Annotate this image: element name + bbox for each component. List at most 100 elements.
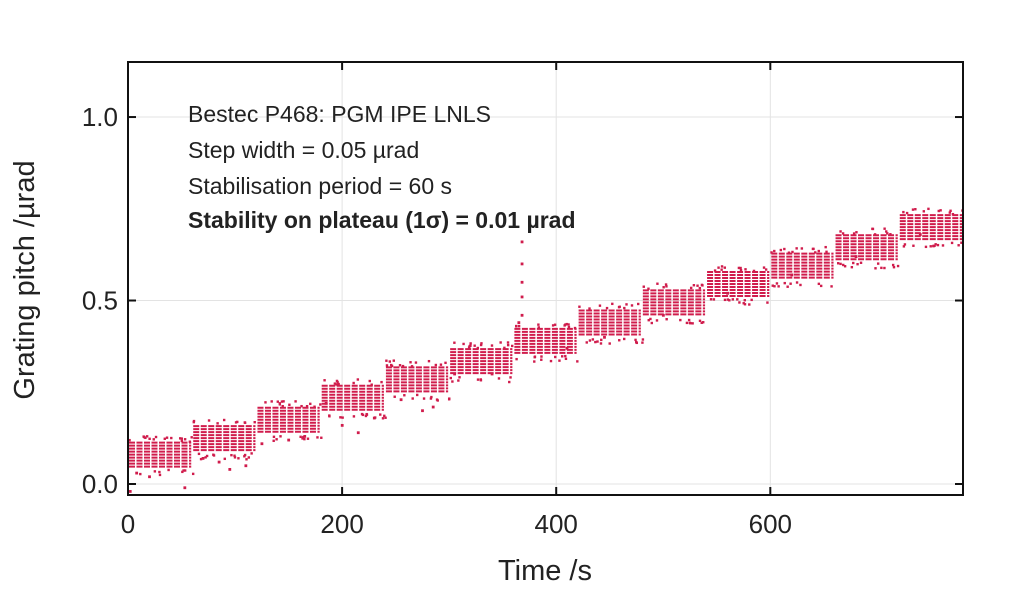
outlier-point <box>260 442 264 446</box>
data-point <box>608 342 611 345</box>
data-point <box>567 325 571 329</box>
data-point <box>777 285 780 288</box>
plateau-12 <box>835 227 900 270</box>
data-point <box>403 394 406 397</box>
data-point <box>625 303 628 306</box>
data-point <box>623 306 626 310</box>
data-point <box>468 344 471 348</box>
data-point <box>154 435 158 439</box>
data-point <box>594 340 597 344</box>
outlier-point <box>128 490 132 493</box>
plateau-3 <box>257 400 323 443</box>
data-point <box>637 302 640 306</box>
data-point <box>836 262 840 265</box>
data-point <box>158 473 162 477</box>
outlier-point <box>135 471 139 475</box>
data-point <box>744 268 747 271</box>
data-point <box>911 208 915 211</box>
data-point <box>427 359 431 363</box>
outlier-point <box>726 291 729 295</box>
data-point <box>449 376 453 380</box>
outlier-point <box>148 475 151 479</box>
plot-frame <box>127 61 964 496</box>
data-point <box>852 261 855 265</box>
outlier-point <box>520 240 524 244</box>
data-point <box>712 298 716 301</box>
data-point <box>723 266 727 269</box>
outlier-point <box>565 346 569 350</box>
data-point <box>192 420 195 424</box>
data-point <box>370 383 373 386</box>
data-point <box>598 304 602 307</box>
data-point <box>842 263 845 267</box>
data-point <box>618 305 621 308</box>
data-point <box>339 416 342 419</box>
data-point <box>739 269 743 272</box>
data-point <box>182 469 185 472</box>
data-point <box>728 299 731 302</box>
x-tick-label: 0 <box>121 509 135 539</box>
data-point <box>551 324 555 327</box>
outlier-point <box>421 409 424 413</box>
data-point <box>479 343 483 347</box>
data-point <box>280 400 284 403</box>
outlier-point <box>303 434 307 438</box>
data-point <box>554 355 557 359</box>
data-point <box>163 437 166 440</box>
outlier-point <box>244 464 248 468</box>
data-point <box>825 250 828 254</box>
data-point <box>181 470 184 474</box>
data-point <box>191 472 195 476</box>
data-point <box>698 286 702 290</box>
data-point <box>499 341 502 344</box>
data-point <box>458 376 461 379</box>
data-point <box>506 341 510 344</box>
data-point <box>506 343 510 347</box>
data-point <box>564 357 568 361</box>
data-point <box>469 342 472 345</box>
data-point <box>679 318 682 322</box>
data-point <box>713 269 717 272</box>
data-point <box>434 363 438 367</box>
data-point <box>233 456 237 459</box>
data-point <box>381 417 385 420</box>
data-point <box>379 413 382 416</box>
outlier-point <box>356 431 360 435</box>
data-point <box>305 404 309 408</box>
outlier-point <box>453 372 457 376</box>
data-point <box>927 207 930 211</box>
data-point <box>178 437 182 440</box>
data-point <box>361 413 365 417</box>
data-point <box>623 337 626 341</box>
data-point <box>144 436 147 440</box>
data-point <box>702 321 705 324</box>
data-point <box>476 346 479 350</box>
data-point <box>385 359 388 362</box>
data-point <box>726 298 730 301</box>
data-point <box>439 363 443 366</box>
data-point <box>430 395 433 399</box>
data-point <box>819 284 823 288</box>
data-point <box>451 380 454 383</box>
data-point <box>222 418 226 422</box>
data-point <box>685 321 689 325</box>
data-point <box>799 283 802 287</box>
data-point <box>564 354 567 358</box>
data-point <box>540 355 543 358</box>
data-point <box>145 435 149 438</box>
data-point <box>288 403 291 406</box>
data-point <box>380 380 383 384</box>
data-point <box>957 244 960 247</box>
x-tick-label: 600 <box>749 509 792 539</box>
data-point <box>795 247 798 250</box>
outlier-point <box>854 255 858 258</box>
data-point <box>335 379 339 383</box>
annotation-stability: Stability on plateau (1σ) = 0.01 µrad <box>188 207 576 233</box>
data-point <box>223 457 226 461</box>
data-point <box>886 232 889 235</box>
data-point <box>243 421 247 424</box>
data-point <box>701 284 704 287</box>
data-point <box>567 323 570 326</box>
data-point <box>723 298 727 302</box>
